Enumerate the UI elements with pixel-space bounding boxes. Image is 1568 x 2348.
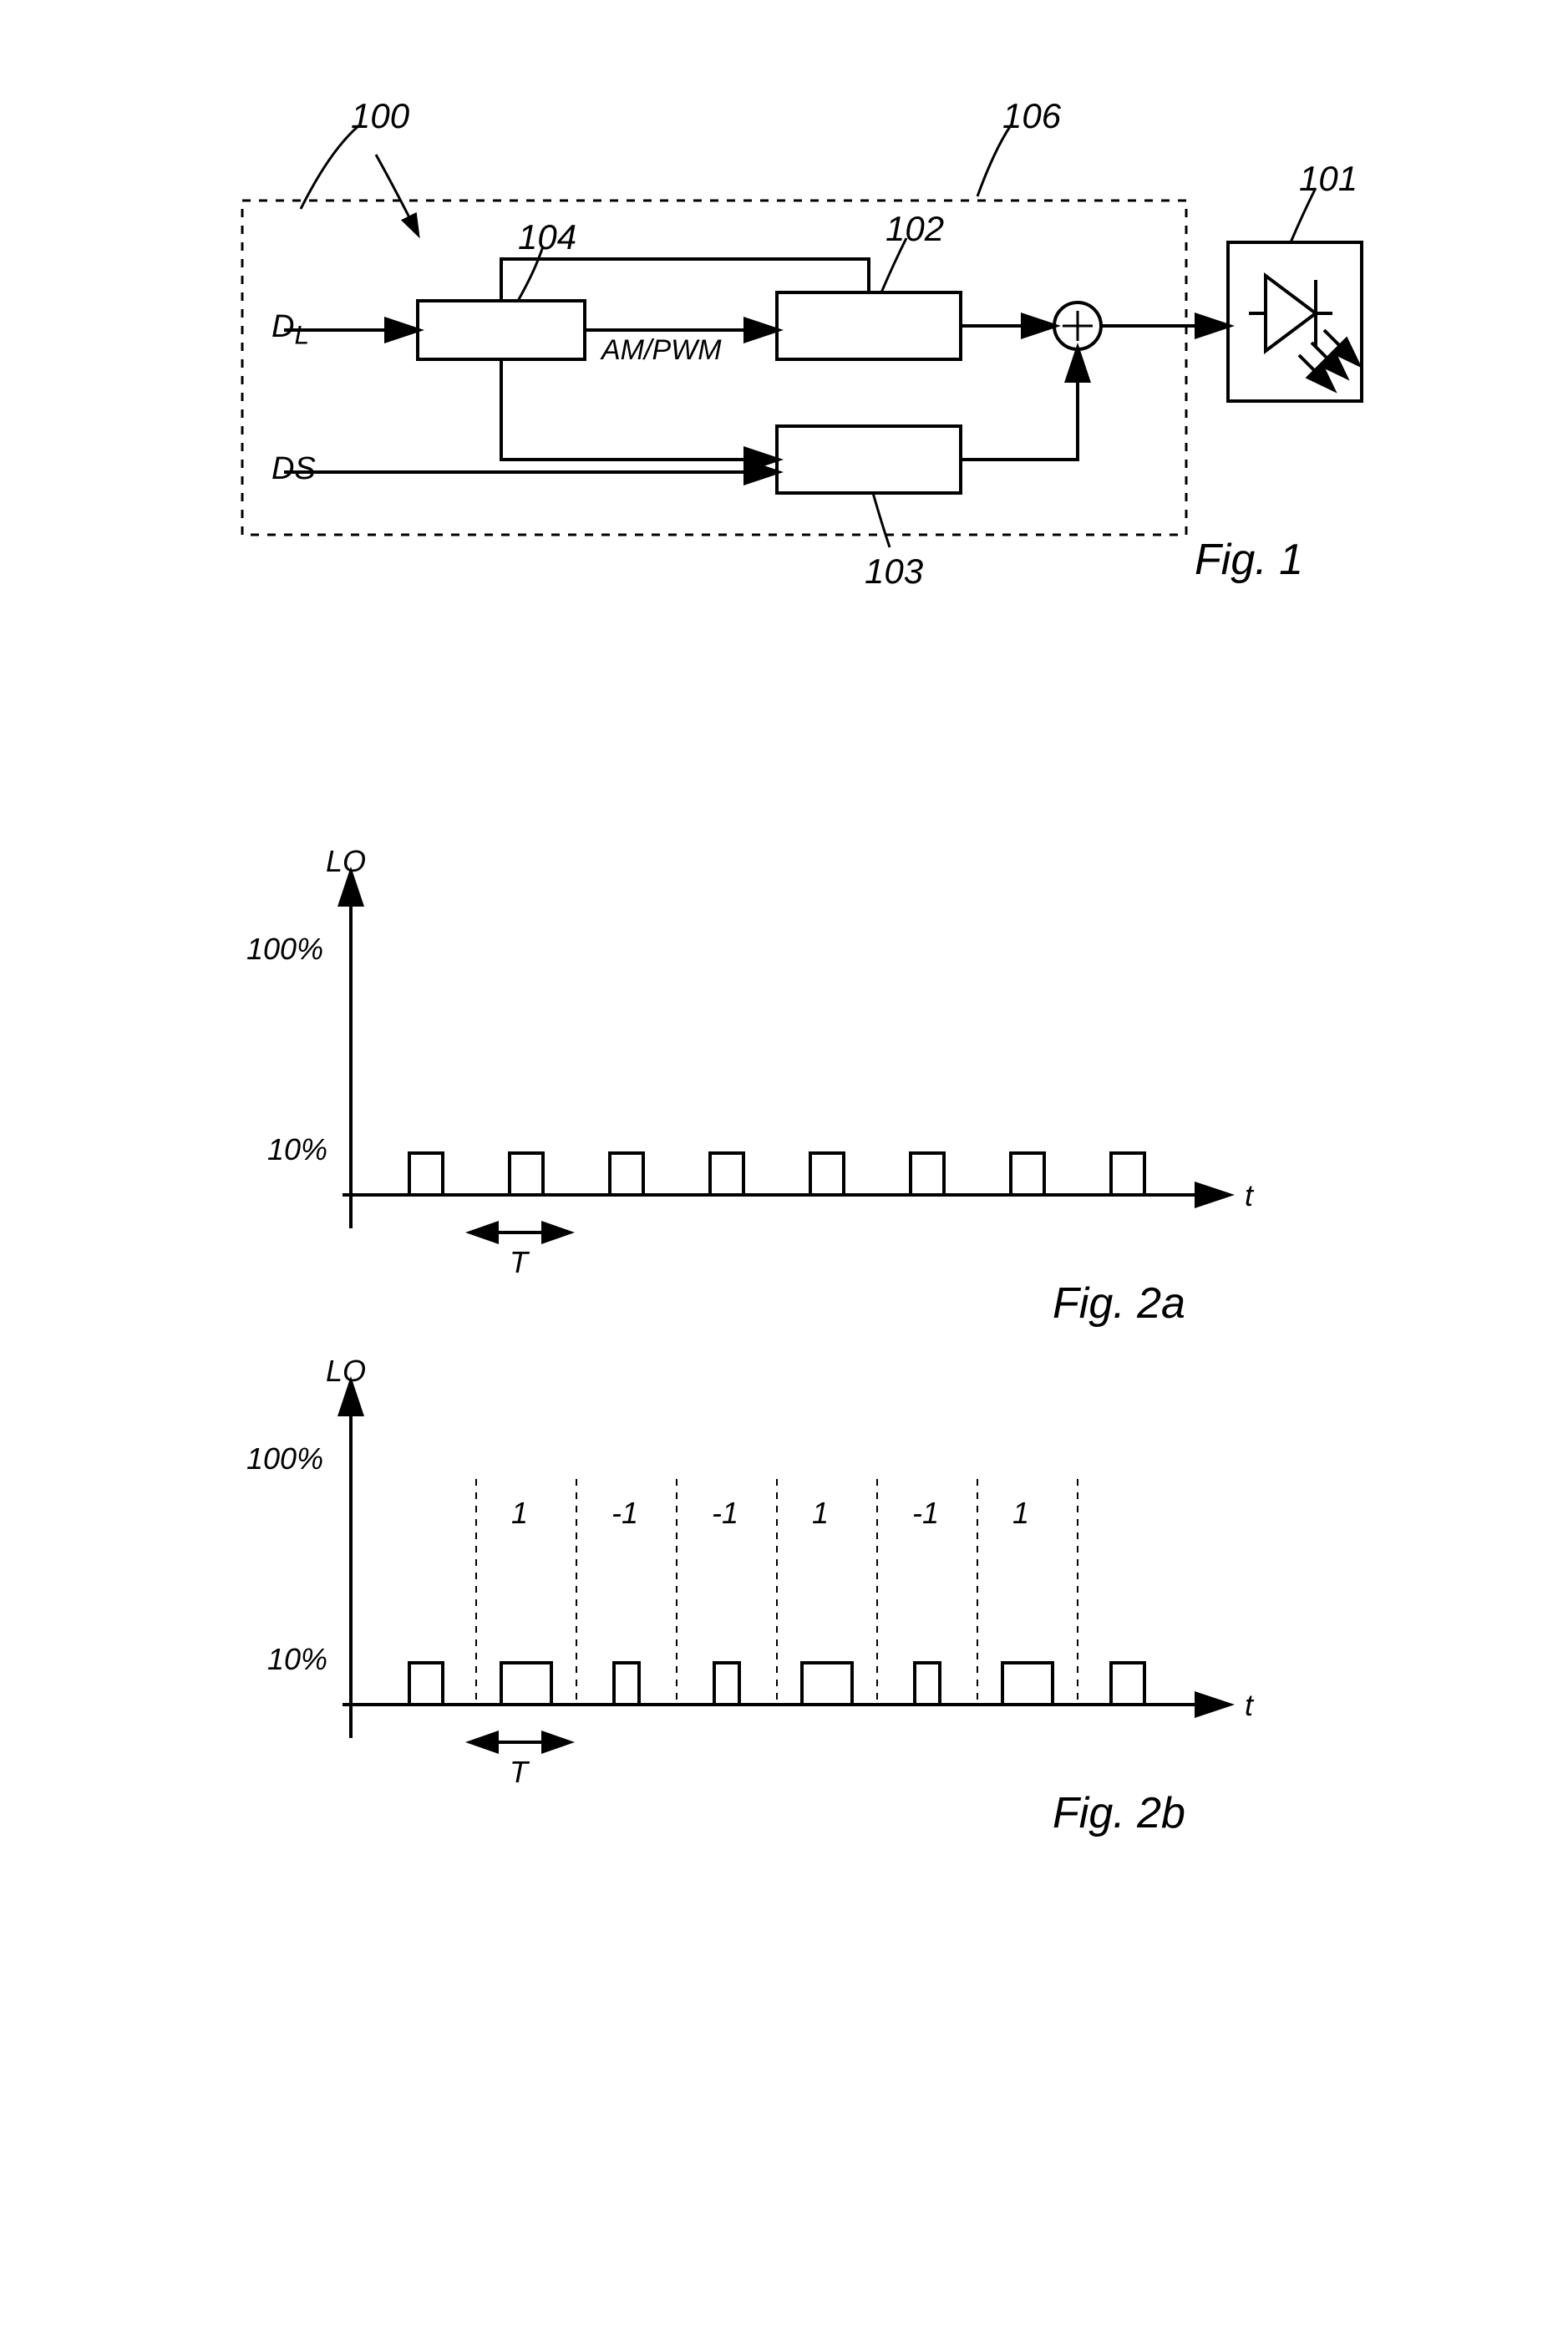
figure-2b-svg [0,0,1568,2348]
fig2b-ytick-100: 100% [246,1441,323,1476]
fig2b-bit: 1 [1012,1496,1029,1531]
fig2b-bit: 1 [511,1496,528,1531]
fig2b-bit: -1 [611,1496,638,1531]
fig2b-bit: 1 [812,1496,829,1531]
fig2b-y-title: LO [326,1354,366,1389]
fig2b-bit: -1 [712,1496,738,1531]
fig2b-x-title: t [1245,1688,1253,1723]
fig2b-bit: -1 [912,1496,939,1531]
fig2b-ytick-10: 10% [267,1642,327,1677]
fig2b-period-label: T [510,1755,528,1790]
fig2b-caption: Fig. 2b [1053,1788,1185,1838]
